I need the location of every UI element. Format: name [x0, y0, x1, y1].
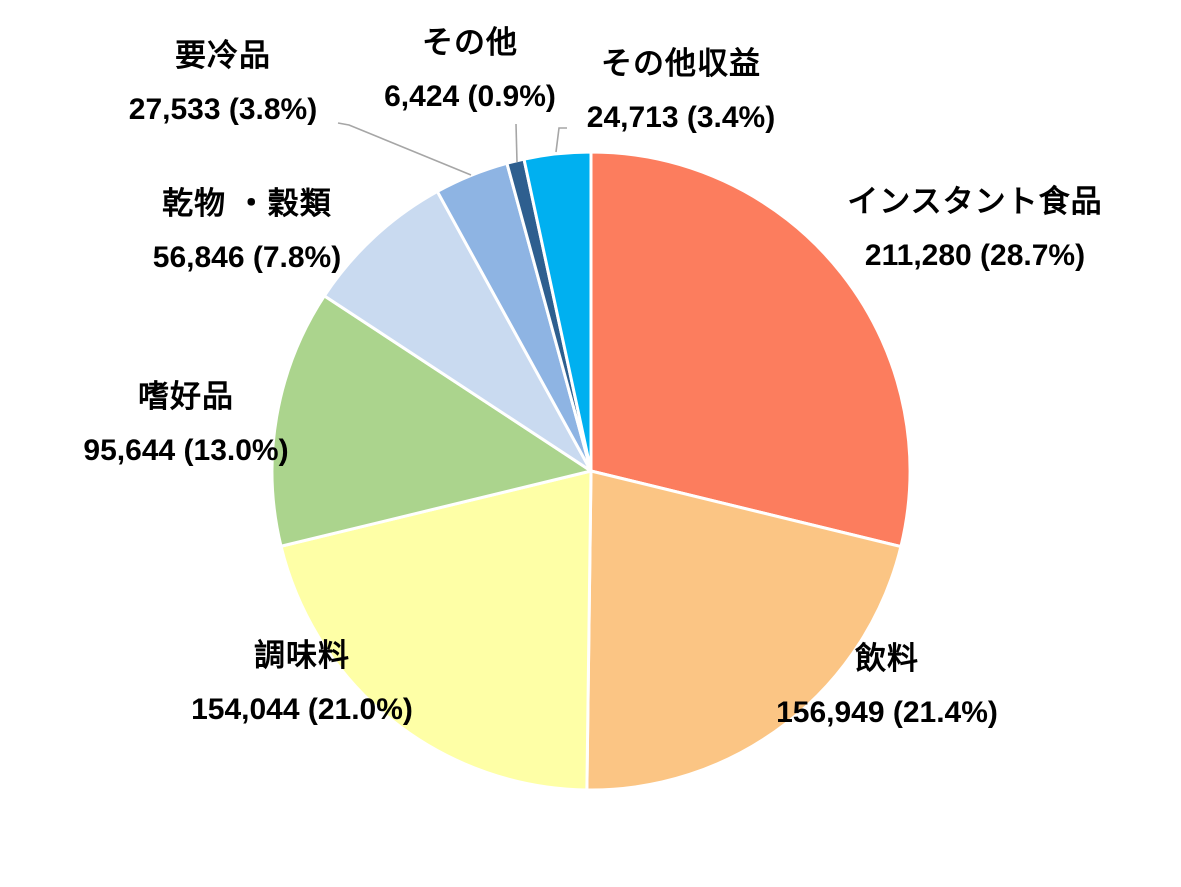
slice-name: 飲料: [854, 641, 919, 676]
slice-value: 24,713 (3.4%): [586, 101, 776, 134]
pie-slice-7: [522, 150, 593, 473]
slice-label-instant-foods: インスタント食品 211,280 (28.7%): [847, 183, 1102, 274]
pie-slice-4: [322, 189, 593, 473]
slice-name: その他収益: [600, 46, 761, 81]
slice-label-other-revenue: その他収益 24,713 (3.4%): [587, 45, 775, 136]
slice-name: 要冷品: [174, 38, 271, 73]
slice-value: 154,044 (21.0%): [191, 693, 413, 726]
slice-name: 調味料: [253, 638, 350, 673]
leader-line-others: [515, 123, 518, 163]
slice-name: 嗜好品: [137, 379, 234, 414]
pie-slice-3: [270, 294, 593, 548]
slice-label-beverages: 飲料 156,949 (21.4%): [776, 640, 998, 731]
slice-label-seasonings: 調味料 154,044 (21.0%): [191, 637, 413, 728]
leader-line-refrigerated: [337, 122, 472, 176]
slice-value: 6,424 (0.9%): [384, 80, 556, 113]
slice-value: 156,949 (21.4%): [776, 696, 998, 729]
slice-value: 27,533 (3.8%): [128, 93, 318, 126]
slice-label-others: その他 6,424 (0.9%): [384, 24, 556, 115]
pie-slices: [270, 150, 912, 792]
pie-slice-2: [279, 469, 593, 792]
slice-value: 211,280 (28.7%): [864, 239, 1086, 272]
slice-name: その他: [422, 25, 518, 60]
leader-line-other-revenue: [555, 127, 567, 153]
slice-value: 56,846 (7.8%): [152, 241, 342, 274]
pie-slice-0: [589, 150, 912, 549]
slice-value: 95,644 (13.0%): [83, 434, 289, 467]
slice-name: 乾物 ・穀類: [162, 186, 332, 221]
slice-label-dried-goods-grains: 乾物 ・穀類 56,846 (7.8%): [153, 185, 341, 276]
leader-lines: [337, 122, 567, 176]
slice-label-refrigerated: 要冷品 27,533 (3.8%): [129, 37, 317, 128]
pie-slice-1: [585, 469, 903, 792]
slice-label-luxury-goods: 嗜好品 95,644 (13.0%): [83, 378, 288, 469]
slice-name: インスタント食品: [847, 184, 1103, 219]
